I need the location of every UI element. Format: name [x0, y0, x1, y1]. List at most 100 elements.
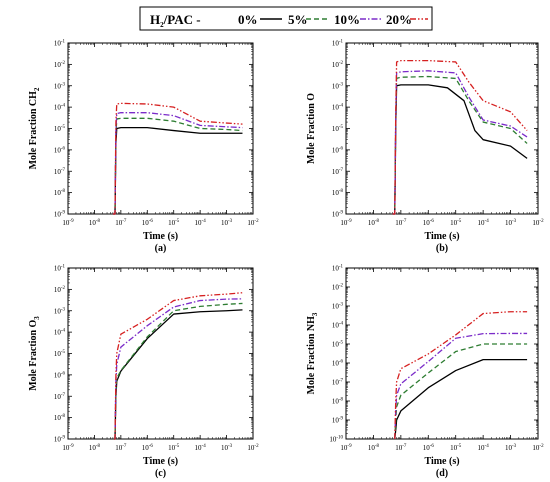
chart-panel: 10-9 10-8 10-7 10-6 10-5 10-4 10-3 10-2 10-9 10-8…	[306, 40, 544, 255]
x-tick-label: 10-7	[115, 444, 127, 452]
x-tick-label: 10-9	[62, 444, 74, 452]
x-tick-label: 10-3	[505, 219, 517, 227]
x-axis-label: Time (s)	[424, 231, 459, 242]
x-tick-label: 10-7	[395, 219, 407, 227]
y-tick-label: 10-9	[54, 436, 66, 444]
x-tick-label: 10-8	[368, 219, 380, 227]
x-tick-label: 10-8	[89, 444, 101, 452]
x-tick-label: 10-3	[221, 219, 233, 227]
series-line-5pct	[392, 75, 528, 215]
y-axis-label: Mole Fraction CH2	[28, 87, 41, 169]
x-tick-label: 10-2	[532, 219, 544, 227]
y-axis-label: Mole Fraction O3	[28, 316, 41, 391]
x-tick-label: 10-6	[423, 444, 435, 452]
series-line-5pct	[114, 302, 243, 440]
y-tick-label: 10-6	[54, 146, 66, 154]
x-tick-label: 10-5	[450, 444, 462, 452]
y-tick-label: 10-9	[54, 211, 66, 219]
legend-label-20: 20%	[386, 12, 412, 27]
x-tick-label: 10-4	[195, 444, 207, 452]
x-tick-label: 10-8	[368, 444, 380, 452]
plot-frame	[345, 267, 539, 440]
x-tick-label: 10-9	[62, 219, 74, 227]
y-axis-label: Mole Fraction NH3	[306, 312, 319, 394]
y-tick-label: 10-1	[54, 265, 66, 273]
y-tick-label: 10-4	[332, 104, 344, 112]
y-tick-label: 10-10	[329, 436, 343, 444]
y-tick-label: 10-8	[332, 398, 344, 406]
panel-letter: (d)	[436, 468, 448, 479]
y-tick-label: 10-7	[54, 393, 66, 401]
series-line-20pct	[394, 311, 528, 440]
panel-letter: (b)	[436, 243, 448, 254]
y-tick-label: 10-7	[332, 379, 344, 387]
y-axis-label: Mole Fraction O	[306, 93, 317, 164]
chart-panel: 10-9 10-8 10-7 10-6 10-5 10-4 10-3 10-2 10-9 10-8…	[28, 265, 259, 480]
series-line-10pct	[112, 112, 243, 215]
y-tick-label: 10-3	[54, 307, 66, 315]
x-tick-label: 10-2	[247, 219, 259, 227]
y-tick-label: 10-4	[54, 104, 66, 112]
y-tick-label: 10-1	[332, 40, 344, 48]
y-tick-label: 10-3	[54, 82, 66, 90]
x-tick-label: 10-7	[395, 444, 407, 452]
y-tick-label: 10-4	[54, 329, 66, 337]
y-tick-label: 10-5	[332, 125, 344, 133]
chart-panel: 10-9 10-8 10-7 10-6 10-5 10-4 10-3 10-2 10-9 10-8…	[28, 40, 259, 255]
panel-letter: (c)	[155, 468, 166, 479]
x-tick-label: 10-3	[505, 444, 517, 452]
y-tick-label: 10-2	[54, 286, 66, 294]
legend-prefix: H2/PAC -	[150, 12, 201, 29]
series-line-0pct	[114, 309, 243, 440]
x-tick-label: 10-9	[340, 444, 352, 452]
y-tick-label: 10-8	[54, 414, 66, 422]
chart-panel: 10-9 10-8 10-7 10-6 10-5 10-4 10-3 10-210-1010-…	[306, 265, 544, 480]
x-tick-label: 10-2	[247, 444, 259, 452]
x-tick-label: 10-2	[532, 444, 544, 452]
series-line-20pct	[392, 59, 528, 215]
x-tick-label: 10-8	[89, 219, 101, 227]
x-axis-label: Time (s)	[143, 231, 178, 242]
x-tick-label: 10-6	[142, 219, 154, 227]
x-tick-label: 10-4	[478, 219, 490, 227]
x-tick-label: 10-5	[168, 219, 180, 227]
y-tick-label: 10-2	[332, 284, 344, 292]
panels: 10-9 10-8 10-7 10-6 10-5 10-4 10-3 10-2 10-9 10-8…	[28, 40, 544, 480]
y-tick-label: 10-6	[54, 371, 66, 379]
y-tick-label: 10-9	[332, 417, 344, 425]
x-tick-label: 10-5	[168, 444, 180, 452]
y-tick-label: 10-8	[332, 189, 344, 197]
series-line-5pct	[394, 343, 528, 440]
y-tick-label: 10-9	[332, 211, 344, 219]
panel-letter: (a)	[155, 243, 167, 254]
x-tick-label: 10-4	[195, 219, 207, 227]
y-tick-label: 10-5	[54, 125, 66, 133]
x-tick-label: 10-3	[221, 444, 233, 452]
legend-label-0: 0%	[238, 12, 258, 27]
series-line-20pct	[112, 102, 243, 215]
y-tick-label: 10-4	[332, 322, 344, 330]
series-line-0pct	[392, 84, 528, 215]
x-axis-label: Time (s)	[424, 456, 459, 467]
y-tick-label: 10-7	[54, 168, 66, 176]
x-tick-label: 10-7	[115, 219, 127, 227]
series-line-10pct	[392, 70, 528, 215]
legend-label-5: 5%	[288, 12, 308, 27]
legend: H2/PAC - 0% 5% 10% 20%	[139, 6, 433, 31]
y-tick-label: 10-6	[332, 360, 344, 368]
legend-label-10: 10%	[334, 12, 360, 27]
legend-box	[139, 6, 433, 31]
y-tick-label: 10-3	[332, 303, 344, 311]
x-axis-label: Time (s)	[143, 456, 178, 467]
y-tick-label: 10-2	[332, 61, 344, 69]
x-tick-label: 10-6	[142, 444, 154, 452]
y-tick-label: 10-7	[332, 168, 344, 176]
y-tick-label: 10-5	[54, 350, 66, 358]
x-tick-label: 10-9	[340, 219, 352, 227]
x-tick-label: 10-6	[423, 219, 435, 227]
y-tick-label: 10-2	[54, 61, 66, 69]
series-line-10pct	[114, 298, 243, 440]
y-tick-label: 10-6	[332, 146, 344, 154]
x-tick-label: 10-5	[450, 219, 462, 227]
